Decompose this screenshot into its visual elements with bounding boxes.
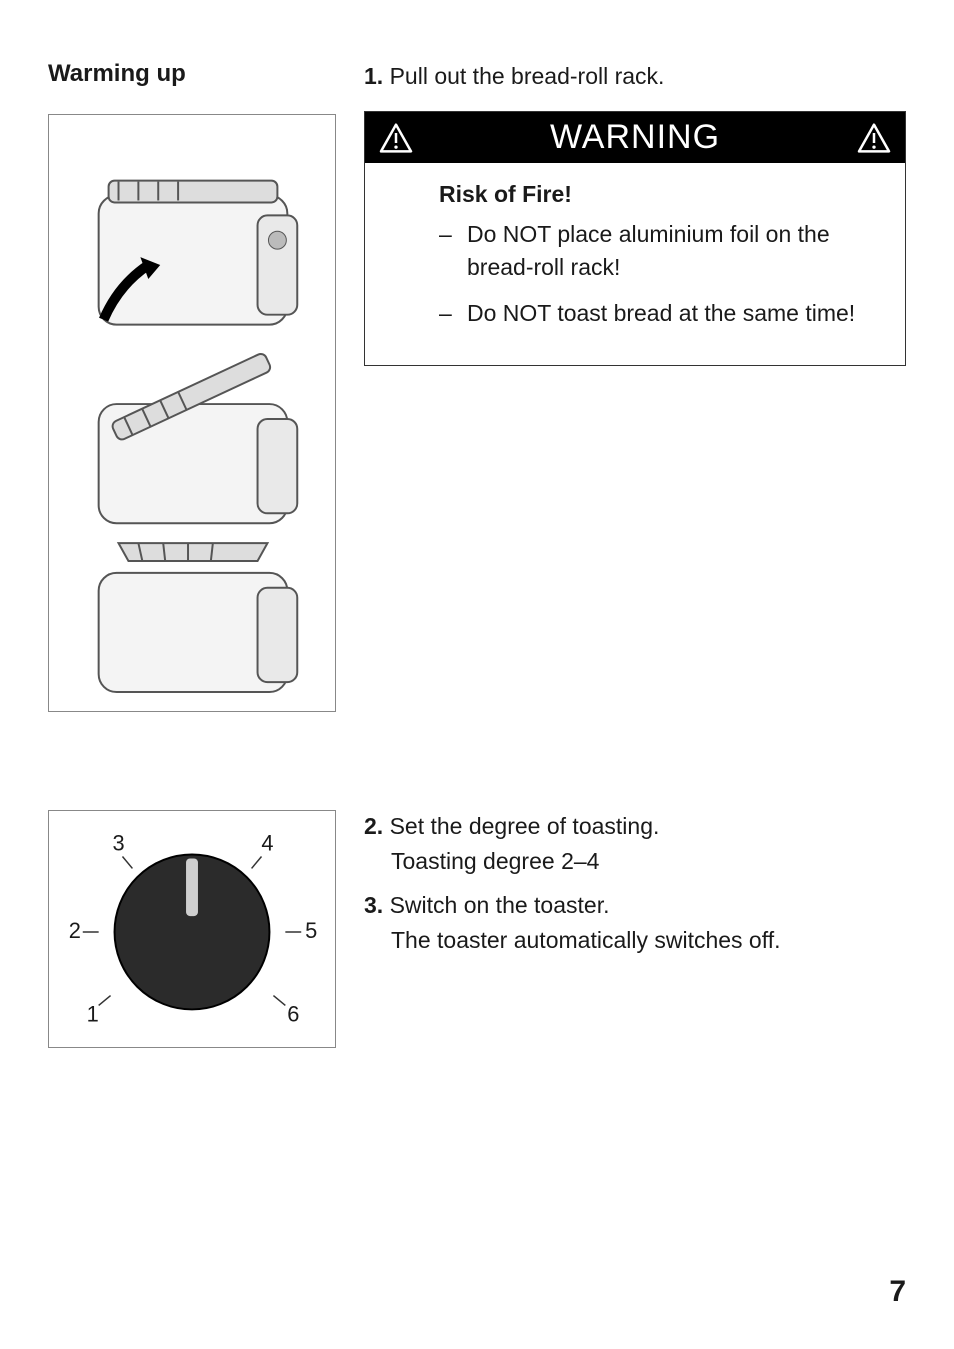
step-2-line1: 2. Set the degree of toasting. [364, 810, 906, 843]
step-3-num: 3. [364, 892, 383, 918]
block-warming-up: Warming up [48, 60, 906, 732]
warning-box: WARNING Risk of Fire! Do NOT place alumi… [364, 111, 906, 366]
step-3-line2: The toaster automatically switches off. [364, 924, 906, 957]
block-dial-steps: 1 2 3 4 5 6 2. Set the degree of toastin… [48, 810, 906, 1068]
warning-body: Risk of Fire! Do NOT place aluminium foi… [365, 163, 905, 365]
step-3-line1: 3. Switch on the toaster. [364, 889, 906, 922]
warning-icon-left [379, 123, 413, 153]
risk-title: Risk of Fire! [439, 181, 881, 208]
right-column-1: 1. Pull out the bread-roll rack. WARNING [364, 60, 906, 732]
left-column-2: 1 2 3 4 5 6 [48, 810, 336, 1068]
illustration-dial: 1 2 3 4 5 6 [48, 810, 336, 1048]
dial-label-6: 6 [287, 1001, 299, 1026]
step-3: 3. Switch on the toaster. The toaster au… [364, 889, 906, 958]
dial-label-3: 3 [112, 831, 124, 856]
dial-svg: 1 2 3 4 5 6 [49, 810, 335, 1048]
warning-header: WARNING [365, 112, 905, 163]
step-1-text: Pull out the bread-roll rack. [390, 63, 665, 89]
dial-label-4: 4 [261, 831, 273, 856]
step-2: 2. Set the degree of toasting. Toasting … [364, 810, 906, 879]
toaster-svg [49, 114, 335, 712]
illustration-toaster [48, 114, 336, 712]
step-1-num: 1. [364, 63, 383, 89]
section-title: Warming up [48, 60, 336, 88]
step-3-text1: Switch on the toaster. [390, 892, 610, 918]
dial-label-1: 1 [87, 1001, 99, 1026]
page: Warming up [0, 0, 954, 1349]
step-1: 1. Pull out the bread-roll rack. [364, 60, 906, 93]
warning-icon-right [857, 123, 891, 153]
step-2-text1: Set the degree of toasting. [390, 813, 660, 839]
dial-label-2: 2 [69, 918, 81, 943]
page-number: 7 [889, 1275, 906, 1309]
step-2-num: 2. [364, 813, 383, 839]
left-column-1: Warming up [48, 60, 336, 732]
step-2-line2: Toasting degree 2–4 [364, 845, 906, 878]
right-column-2: 2. Set the degree of toasting. Toasting … [364, 810, 906, 1068]
warning-item-1: Do NOT place aluminium foil on the bread… [439, 218, 881, 282]
warning-item-2: Do NOT toast bread at the same time! [439, 297, 881, 329]
dial-label-5: 5 [305, 918, 317, 943]
warning-title: WARNING [550, 118, 720, 157]
warning-list: Do NOT place aluminium foil on the bread… [439, 218, 881, 329]
